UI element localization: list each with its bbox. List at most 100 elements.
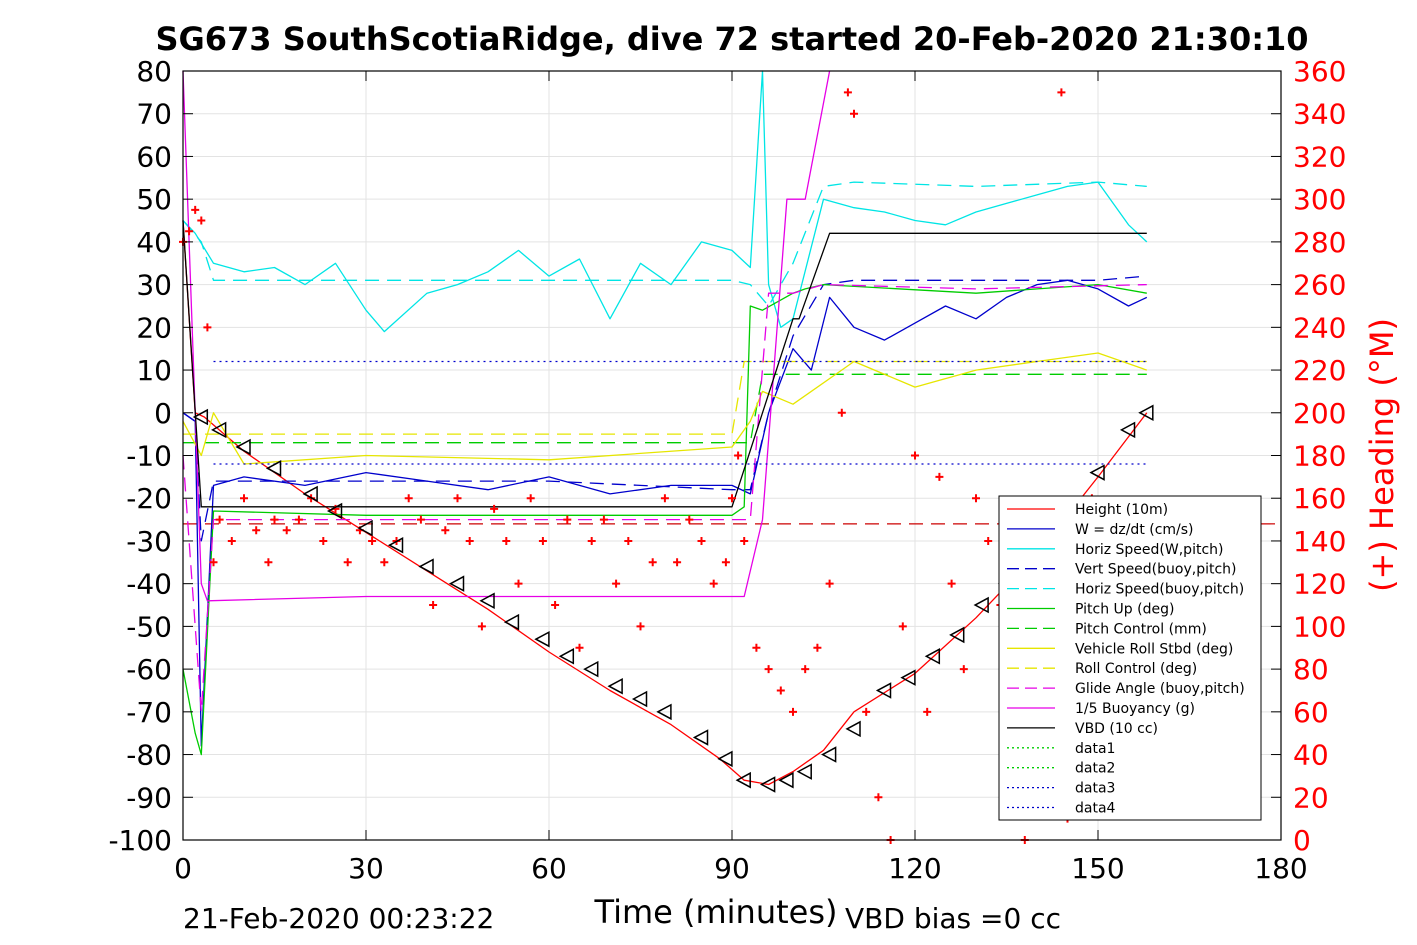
heading-point <box>294 515 303 524</box>
heading-point <box>648 558 657 567</box>
heading-point <box>416 515 425 524</box>
legend-label: data4 <box>1075 801 1116 817</box>
depth-marker <box>558 648 575 665</box>
heading-point <box>923 707 932 716</box>
legend-label: Height (10m) <box>1075 502 1168 518</box>
heading-point <box>624 536 633 545</box>
heading-point <box>490 504 499 513</box>
heading-point <box>660 494 669 503</box>
heading-point <box>740 536 749 545</box>
y-tick-label: 40 <box>136 226 172 259</box>
y-right-tick-label: 180 <box>1293 440 1346 473</box>
y-right-tick-label: 20 <box>1293 781 1329 814</box>
y-tick-label: 20 <box>136 311 172 344</box>
heading-point <box>709 579 718 588</box>
legend-label: Vert Speed(buoy,pitch) <box>1075 562 1237 578</box>
series-line-9 <box>182 283 1147 713</box>
y-right-tick-label: 120 <box>1293 568 1346 601</box>
x-axis-label: Time (minutes) <box>594 893 838 931</box>
x-tick-label: 180 <box>1254 852 1307 885</box>
depth-marker <box>875 682 892 699</box>
chart-title: SG673 SouthScotiaRidge, dive 72 started … <box>155 20 1308 58</box>
heading-point <box>984 536 993 545</box>
depth-marker <box>1089 464 1105 481</box>
depth-marker <box>503 613 520 631</box>
heading-point <box>563 515 572 524</box>
y-tick-labels: 80 70 60 50 40 30 20 10 0 -10 -20 -30 -40 -50 -60 -70 -8… <box>108 55 172 857</box>
y-right-tick-label: 320 <box>1293 140 1346 173</box>
y-right-tick-label: 200 <box>1293 397 1346 430</box>
heading-point <box>935 472 944 481</box>
x-tick-labels: 0 30 60 90 120 150 180 <box>174 852 1308 885</box>
heading-point <box>197 216 206 225</box>
heading-point <box>843 88 852 97</box>
heading-point <box>599 515 608 524</box>
y-right-tick-label: 260 <box>1293 269 1346 302</box>
heading-point <box>850 109 858 118</box>
depth-marker <box>656 703 672 721</box>
axis-ticks <box>182 70 1282 841</box>
y-right-tick-labels: 3603403203002802602402202001801601401201… <box>1293 55 1346 857</box>
series-line-7 <box>182 352 1148 465</box>
series-line-2 <box>182 70 1148 333</box>
heading-point <box>465 536 474 545</box>
y-right-tick-label: 280 <box>1293 226 1346 259</box>
y-tick-label: 30 <box>136 269 172 302</box>
y-right-tick-label: 340 <box>1293 98 1346 131</box>
y-tick-label: -70 <box>126 696 172 729</box>
depth-marker <box>845 720 861 738</box>
legend-label: Pitch Control (mm) <box>1075 621 1207 637</box>
depth-marker <box>211 421 227 439</box>
heading-point <box>209 558 218 567</box>
series-line-4 <box>182 181 1147 307</box>
y-right-tick-label: 100 <box>1293 610 1346 643</box>
depth-marker <box>735 771 751 789</box>
depth-marker <box>479 592 495 610</box>
heading-point <box>862 707 871 716</box>
legend-label: Roll Control (deg) <box>1075 661 1197 677</box>
y-tick-label: -30 <box>126 525 172 558</box>
legend-label: data1 <box>1075 741 1115 757</box>
x-tick-label: 90 <box>714 852 750 885</box>
y-tick-label: -90 <box>126 781 172 814</box>
y-right-axis-label: (+) Heading (°M) <box>1363 318 1401 592</box>
y-tick-label: 50 <box>136 183 172 216</box>
depth-marker <box>821 746 837 763</box>
depth-marker <box>418 558 434 575</box>
depth-marker <box>924 648 941 665</box>
depth-marker <box>448 575 465 592</box>
heading-point <box>575 643 584 652</box>
x-tick-label: 60 <box>531 852 567 885</box>
depth-marker <box>583 660 599 678</box>
heading-point <box>203 323 212 332</box>
depth-marker <box>387 536 404 554</box>
heading-point <box>191 205 200 214</box>
heading-point <box>343 558 352 567</box>
heading-point <box>514 579 523 588</box>
heading-point <box>673 558 682 567</box>
footer-timestamp: 21-Feb-2020 00:23:22 <box>183 902 494 935</box>
heading-point <box>636 622 645 631</box>
legend-box <box>998 495 1262 821</box>
heading-point <box>697 536 706 545</box>
y-tick-label: 70 <box>136 98 172 131</box>
heading-point <box>404 494 413 503</box>
depth-marker <box>326 502 343 520</box>
depth-marker <box>631 690 648 708</box>
x-tick-label: 30 <box>348 852 384 885</box>
legend: Height (10m) W = dz/dt (cm/s) Horiz Speed(… <box>998 495 1262 821</box>
heading-point <box>380 558 389 567</box>
heading-point <box>947 579 956 588</box>
heading-point <box>477 622 486 631</box>
y-right-tick-label: 220 <box>1293 354 1346 387</box>
legend-label: 1/5 Buoyancy (g) <box>1075 701 1195 717</box>
depth-marker <box>900 669 916 686</box>
depth-marker <box>949 626 965 644</box>
heading-point <box>264 558 273 567</box>
heading-point <box>734 451 743 460</box>
heading-point <box>959 665 968 674</box>
y-right-tick-label: 300 <box>1293 183 1346 216</box>
heading-point <box>911 451 919 460</box>
y-right-tick-label: 40 <box>1293 739 1329 772</box>
y-tick-label: -10 <box>126 440 172 473</box>
